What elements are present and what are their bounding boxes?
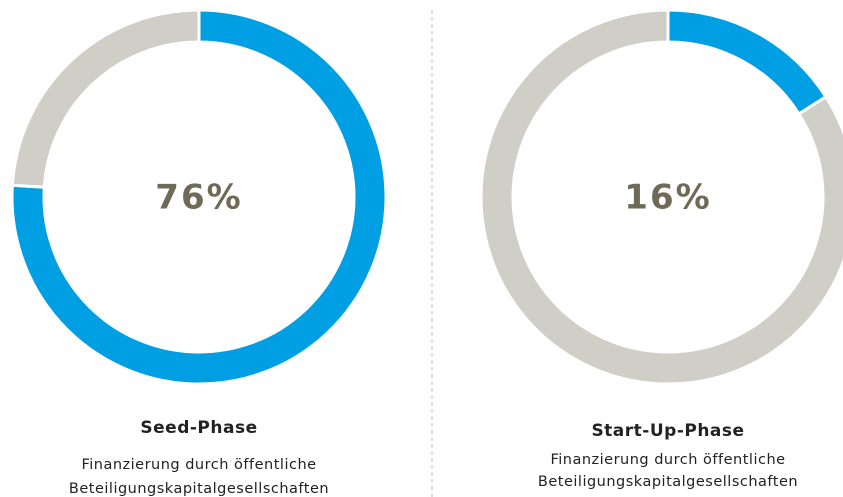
chart-title: Seed-Phase — [140, 418, 257, 438]
center-label: 16% — [624, 178, 711, 218]
center-label: 76% — [155, 178, 242, 218]
chart-subtitle: Finanzierung durch öffentliche — [550, 452, 785, 468]
donut-segment — [10, 8, 201, 189]
donut-segment — [10, 8, 388, 386]
chart-title: Start-Up-Phase — [591, 421, 744, 441]
donut-segment — [666, 8, 828, 117]
chart-subtitle: Beteiligungskapitalgesellschaften — [538, 474, 798, 490]
chart-subtitle: Finanzierung durch öffentliche — [81, 457, 316, 473]
chart-subtitle: Beteiligungskapitalgesellschaften — [69, 481, 329, 497]
donut-segment — [479, 8, 843, 386]
